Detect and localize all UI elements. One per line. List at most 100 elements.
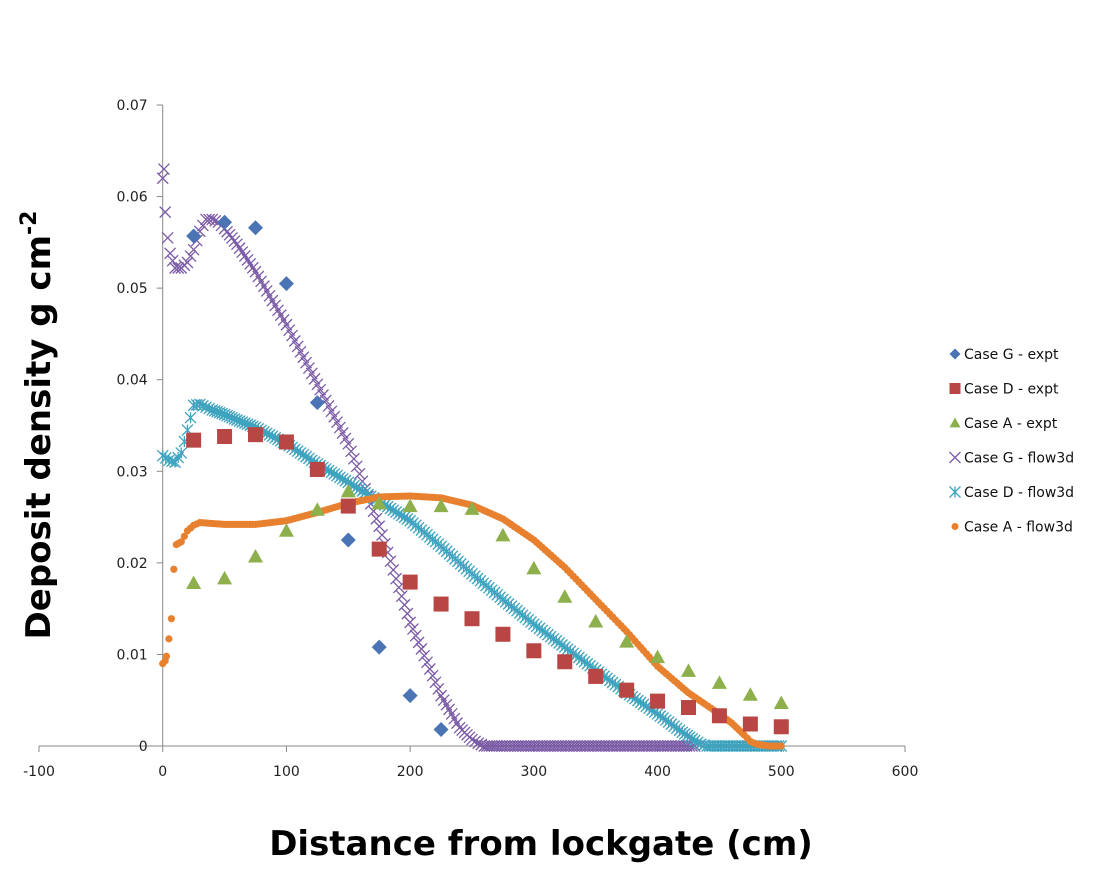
data-point: [619, 682, 635, 698]
data-point: [472, 737, 485, 750]
x-tick-label: 300: [520, 764, 547, 780]
legend-label: Case D - expt: [964, 382, 1059, 398]
data-point: [217, 214, 233, 230]
data-point: [340, 532, 356, 548]
data-point: [588, 668, 604, 684]
x-tick-label: 600: [892, 764, 919, 780]
data-point: [177, 538, 185, 546]
x-axis-title: Distance from lockgate (cm): [269, 824, 813, 864]
data-point: [297, 448, 310, 461]
data-point: [184, 250, 197, 263]
data-point: [526, 643, 542, 659]
data-point: [248, 220, 263, 236]
y-tick-label: 0.05: [117, 281, 148, 297]
data-point: [557, 589, 573, 603]
data-point: [415, 643, 428, 655]
data-point: [238, 250, 251, 262]
data-point: [464, 611, 480, 627]
data-point: [426, 669, 439, 682]
data-point: [184, 411, 197, 424]
data-point: [164, 247, 177, 260]
x-tick-label: 500: [768, 764, 795, 780]
data-point: [159, 206, 172, 219]
data-point: [371, 495, 387, 510]
data-point: [773, 695, 789, 709]
y-tick-label: 0.07: [117, 98, 148, 114]
data-point: [681, 700, 696, 716]
data-point: [404, 616, 417, 629]
y-axis-title-main: Deposit density g cm: [19, 235, 59, 639]
data-point: [742, 687, 758, 701]
legend-marker: [949, 383, 961, 394]
data-point: [291, 445, 304, 458]
data-point: [236, 246, 249, 258]
data-point: [371, 541, 387, 557]
series-case-g-flow3d: [156, 163, 701, 752]
y-tick-label: 0.02: [117, 556, 148, 572]
data-point: [466, 733, 478, 746]
data-point: [526, 560, 542, 575]
data-point: [557, 654, 573, 670]
data-point: [353, 467, 366, 480]
data-point: [650, 649, 666, 664]
x-tick-label: 100: [273, 764, 300, 780]
legend-marker: [949, 486, 961, 498]
series-case-a-expt: [186, 483, 789, 709]
data-point: [166, 254, 179, 267]
data-point: [777, 742, 785, 750]
legend-marker: [949, 417, 961, 428]
data-point: [376, 529, 388, 541]
x-tick-label: 400: [644, 764, 671, 780]
data-point: [187, 243, 200, 256]
data-point: [406, 623, 419, 635]
data-point: [495, 527, 511, 542]
legend-label: Case G - expt: [964, 347, 1059, 363]
data-point: [248, 427, 263, 443]
x-tick-label: -100: [23, 764, 55, 780]
data-point: [401, 607, 414, 620]
data-point: [619, 634, 635, 648]
data-point: [421, 656, 433, 669]
data-point: [186, 575, 202, 590]
data-point: [161, 231, 174, 244]
data-point: [278, 523, 294, 537]
data-point: [418, 649, 431, 662]
series-case-g-expt: [186, 214, 449, 738]
data-point: [429, 676, 442, 689]
y-tick-label: 0: [139, 739, 148, 755]
data-point: [278, 434, 294, 450]
data-point: [350, 460, 363, 473]
legend-label: Case G - flow3d: [964, 451, 1074, 467]
data-point: [180, 532, 188, 540]
data-point: [244, 257, 257, 270]
data-point: [432, 683, 445, 695]
data-point: [742, 716, 758, 732]
data-point: [392, 581, 405, 594]
legend-marker: [949, 451, 961, 464]
data-point: [773, 719, 789, 735]
y-tick-label: 0.03: [117, 464, 148, 480]
data-point: [157, 163, 170, 176]
legend-label: Case A - expt: [964, 416, 1058, 432]
data-point: [309, 461, 325, 477]
data-point: [347, 452, 360, 465]
y-axis-title: Deposit density g cm-2: [17, 211, 59, 640]
data-point: [390, 572, 403, 585]
data-point: [340, 483, 356, 498]
legend-label: Case A - flow3d: [964, 520, 1073, 536]
data-point: [169, 262, 182, 274]
data-point: [402, 498, 418, 513]
data-point: [412, 636, 425, 649]
data-point: [711, 708, 727, 724]
y-axis-title-superscript: -2: [17, 211, 42, 235]
data-point: [186, 432, 202, 448]
data-point: [206, 213, 219, 226]
data-point: [423, 663, 436, 675]
data-point: [402, 574, 418, 590]
data-point: [170, 565, 178, 573]
data-point: [433, 498, 449, 513]
data-point: [371, 639, 387, 655]
data-point: [172, 262, 185, 274]
data-point: [209, 214, 222, 227]
